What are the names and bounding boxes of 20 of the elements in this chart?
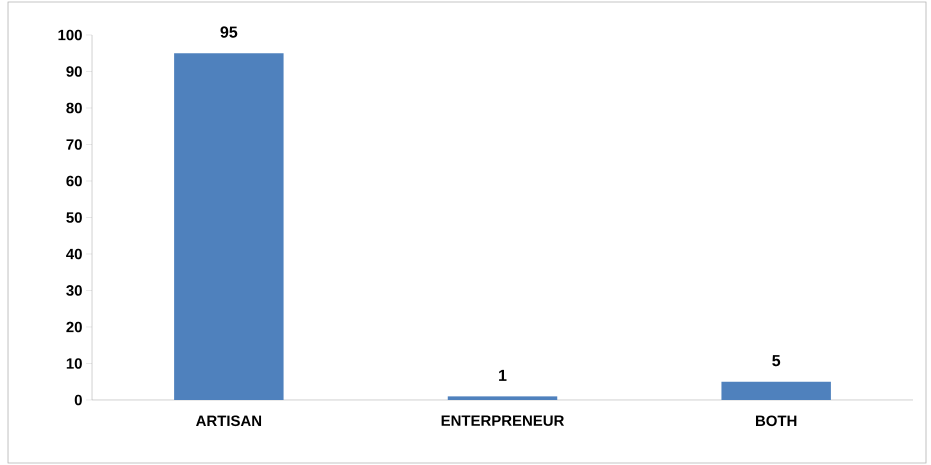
y-tick-label: 40 <box>66 248 82 260</box>
x-tick-label: BOTH <box>756 416 796 426</box>
bar <box>448 396 558 400</box>
y-tick-label: 20 <box>66 322 82 332</box>
data-label: 1 <box>499 370 506 381</box>
bar <box>174 53 284 400</box>
y-tick-label: 50 <box>66 212 82 223</box>
y-tick-label: 70 <box>66 139 82 150</box>
y-tick-label: 80 <box>66 102 82 114</box>
y-tick-label: 60 <box>66 176 82 186</box>
data-label: 95 <box>220 26 238 38</box>
y-tick-label: 10 <box>66 358 82 369</box>
x-tick-label: ENTERPRENEUR <box>442 416 564 426</box>
bar <box>721 382 831 400</box>
y-tick-label: 30 <box>66 285 82 296</box>
y-tick-label: 100 <box>58 30 82 40</box>
y-tick-label: 90 <box>66 66 82 77</box>
data-label: 5 <box>772 355 780 366</box>
x-tick-label: ARTISAN <box>196 416 262 426</box>
y-tick-label: 0 <box>74 394 82 406</box>
